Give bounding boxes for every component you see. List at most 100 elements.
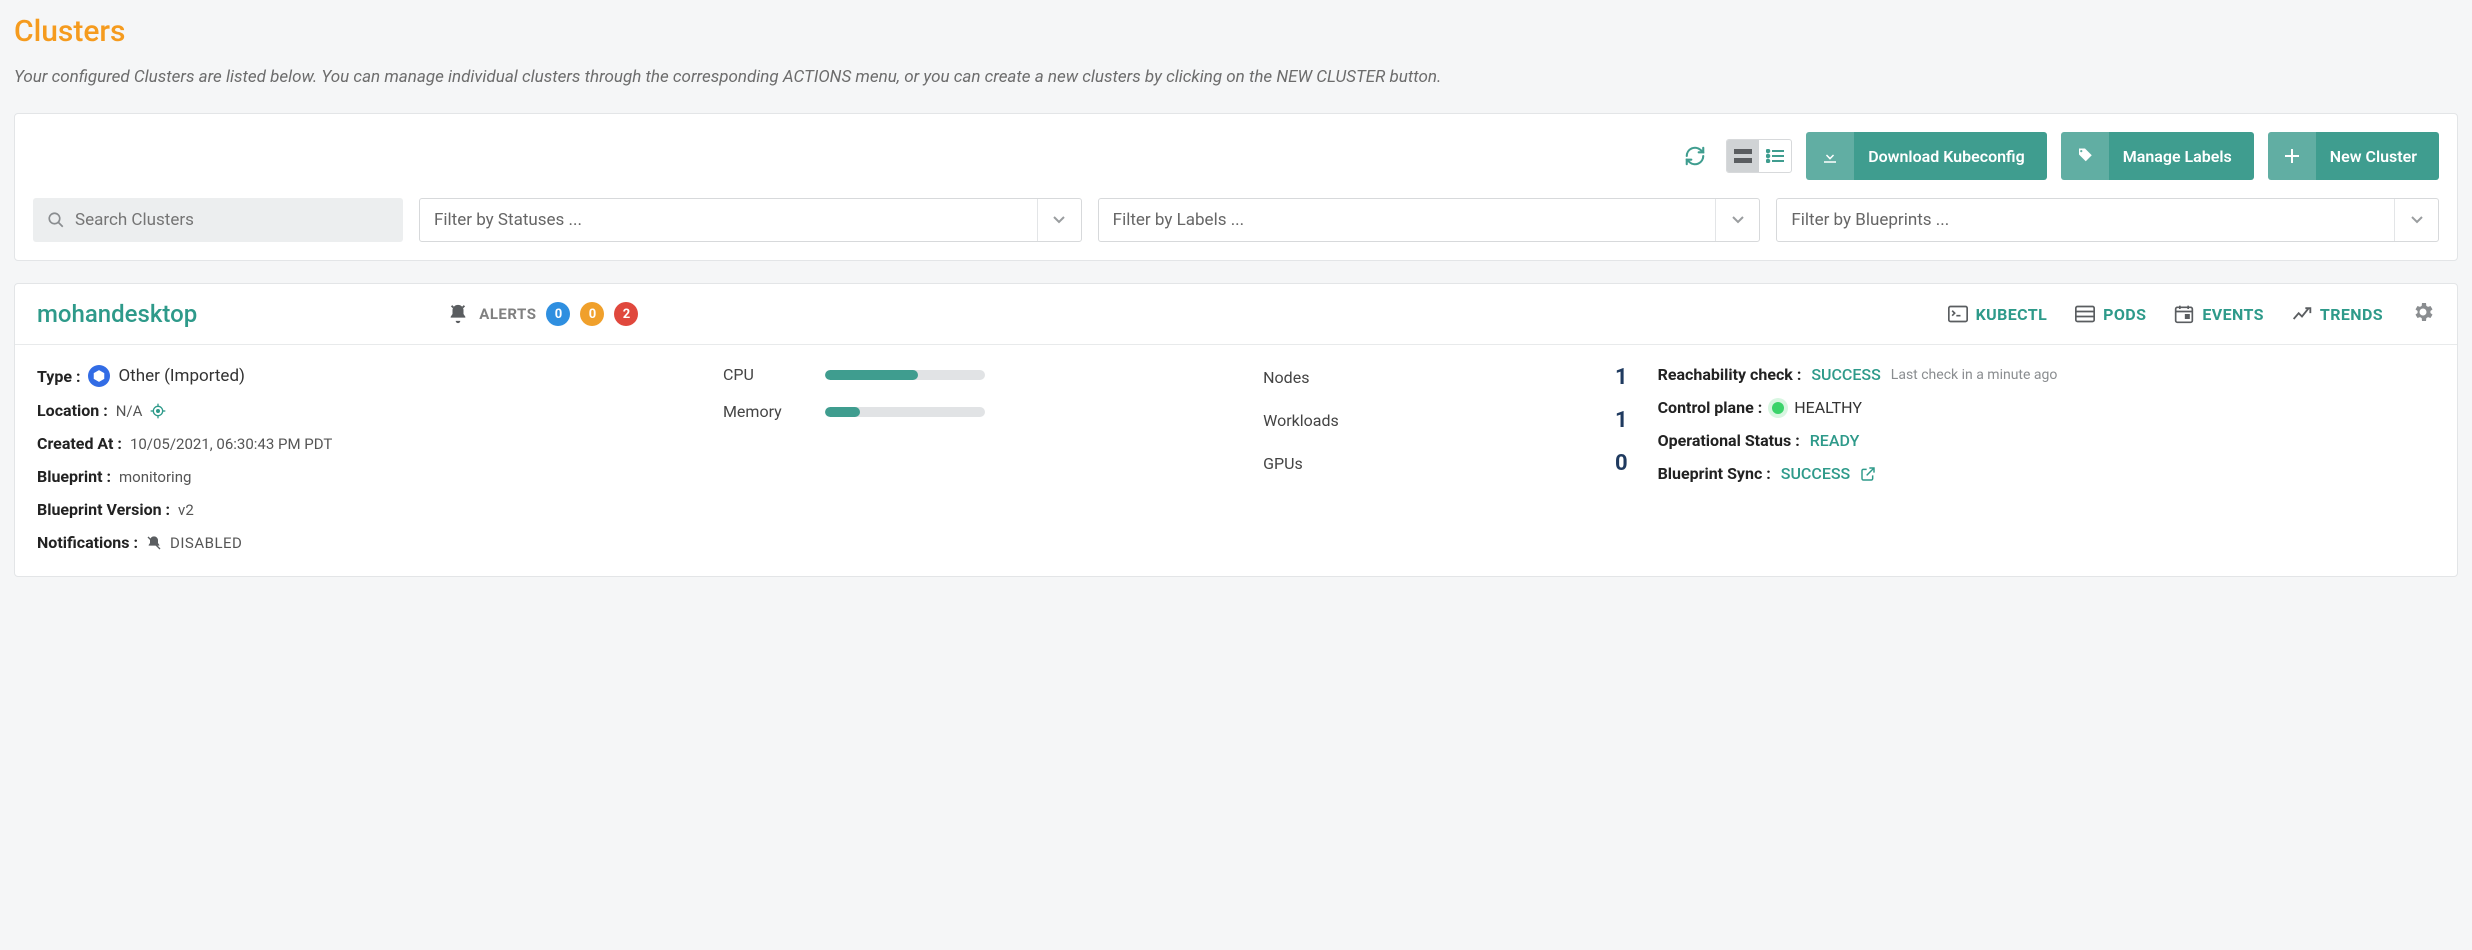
- filter-labels-label: Filter by Labels ...: [1113, 210, 1244, 230]
- kubernetes-icon: [88, 365, 110, 387]
- kubectl-link[interactable]: KUBECTL: [1948, 305, 2048, 324]
- cpu-bar: [825, 370, 985, 380]
- toolbar-filters-row: Filter by Statuses ... Filter by Labels …: [33, 198, 2439, 242]
- filter-status-label: Filter by Statuses ...: [434, 210, 582, 230]
- control-label: Control plane :: [1658, 398, 1763, 417]
- filter-labels[interactable]: Filter by Labels ...: [1098, 198, 1761, 242]
- control-value: HEALTHY: [1794, 398, 1862, 417]
- trends-link[interactable]: TRENDS: [2292, 305, 2383, 324]
- cluster-metrics-column: CPU Memory: [723, 365, 1233, 552]
- download-kubeconfig-label: Download Kubeconfig: [1868, 147, 2025, 166]
- alerts-block: ALERTS 0 0 2: [447, 302, 638, 326]
- created-value: 10/05/2021, 06:30:43 PM PDT: [130, 435, 332, 453]
- location-value: N/A: [116, 402, 143, 420]
- view-toggle: [1726, 139, 1792, 173]
- alerts-warn-badge[interactable]: 0: [580, 302, 604, 326]
- alerts-crit-badge[interactable]: 2: [614, 302, 638, 326]
- alerts-label: ALERTS: [479, 305, 536, 323]
- alerts-info-badge[interactable]: 0: [546, 302, 570, 326]
- chevron-down-icon: [1037, 199, 1081, 241]
- calendar-icon: [2174, 304, 2194, 324]
- gear-icon: [2411, 300, 2435, 324]
- download-icon: [1806, 132, 1854, 180]
- mem-bar-fill: [825, 407, 860, 417]
- page-title: Clusters: [14, 14, 2458, 49]
- cpu-label: CPU: [723, 365, 803, 384]
- bpsync-value: SUCCESS: [1781, 464, 1850, 483]
- reach-hint: Last check in a minute ago: [1891, 367, 2058, 383]
- type-label: Type :: [37, 367, 80, 386]
- download-kubeconfig-button[interactable]: Download Kubeconfig: [1806, 132, 2047, 180]
- health-dot-icon: [1772, 402, 1784, 414]
- reach-label: Reachability check :: [1658, 365, 1802, 384]
- view-cards-icon: [1734, 149, 1752, 163]
- bpver-value: v2: [178, 501, 194, 519]
- blueprint-value: monitoring: [119, 468, 191, 486]
- cluster-card: mohandesktop ALERTS 0 0 2 KUBECTL PODS E…: [14, 283, 2458, 577]
- trends-label: TRENDS: [2320, 305, 2383, 324]
- tag-icon: [2061, 132, 2109, 180]
- trends-icon: [2292, 307, 2312, 321]
- cluster-header: mohandesktop ALERTS 0 0 2 KUBECTL PODS E…: [15, 284, 2457, 345]
- toolbar-panel: Download Kubeconfig Manage Labels New Cl…: [14, 113, 2458, 261]
- op-value: READY: [1810, 431, 1860, 450]
- pods-label: PODS: [2103, 305, 2146, 324]
- bpver-label: Blueprint Version :: [37, 500, 170, 519]
- cluster-meta-column: Type : Other (Imported) Location : N/A C…: [37, 365, 693, 552]
- external-link-icon[interactable]: [1860, 466, 1876, 482]
- refresh-icon: [1684, 145, 1706, 167]
- new-cluster-button[interactable]: New Cluster: [2268, 132, 2439, 180]
- locate-icon[interactable]: [150, 403, 166, 419]
- cpu-bar-fill: [825, 370, 918, 380]
- chevron-down-icon: [2394, 199, 2438, 241]
- events-link[interactable]: EVENTS: [2174, 304, 2264, 324]
- cluster-stats-column: Nodes 1 Workloads 1 GPUs 0: [1263, 365, 1627, 552]
- chevron-down-icon: [1715, 199, 1759, 241]
- cluster-body: Type : Other (Imported) Location : N/A C…: [15, 345, 2457, 576]
- reach-value: SUCCESS: [1811, 365, 1880, 384]
- mem-bar: [825, 407, 985, 417]
- mem-metric: Memory: [723, 402, 1233, 421]
- filter-status[interactable]: Filter by Statuses ...: [419, 198, 1082, 242]
- cpu-metric: CPU: [723, 365, 1233, 384]
- filter-blueprints[interactable]: Filter by Blueprints ...: [1776, 198, 2439, 242]
- terminal-icon: [1948, 305, 1968, 323]
- bell-off-icon: [146, 535, 162, 551]
- toolbar-actions-row: Download Kubeconfig Manage Labels New Cl…: [33, 132, 2439, 180]
- cluster-name-link[interactable]: mohandesktop: [37, 300, 197, 328]
- view-list-button[interactable]: [1759, 140, 1791, 172]
- gpus-value: 0: [1615, 451, 1628, 476]
- kubectl-label: KUBECTL: [1976, 305, 2048, 324]
- location-label: Location :: [37, 401, 108, 420]
- search-clusters[interactable]: [33, 198, 403, 242]
- events-label: EVENTS: [2202, 305, 2264, 324]
- cluster-status-column: Reachability check : SUCCESS Last check …: [1658, 365, 2435, 552]
- refresh-button[interactable]: [1678, 139, 1712, 173]
- pods-link[interactable]: PODS: [2075, 305, 2146, 324]
- pods-icon: [2075, 305, 2095, 323]
- notif-label: Notifications :: [37, 533, 138, 552]
- manage-labels-button[interactable]: Manage Labels: [2061, 132, 2254, 180]
- notif-value: DISABLED: [170, 534, 242, 552]
- filter-blueprints-label: Filter by Blueprints ...: [1791, 210, 1949, 230]
- search-input[interactable]: [75, 210, 389, 230]
- type-value: Other (Imported): [118, 366, 244, 386]
- manage-labels-label: Manage Labels: [2123, 147, 2232, 166]
- bpsync-label: Blueprint Sync :: [1658, 464, 1771, 483]
- created-label: Created At :: [37, 434, 122, 453]
- mem-label: Memory: [723, 402, 803, 421]
- workloads-value: 1: [1615, 408, 1628, 433]
- view-cards-button[interactable]: [1727, 140, 1759, 172]
- gpus-label: GPUs: [1263, 454, 1303, 473]
- cluster-quicklinks: KUBECTL PODS EVENTS TRENDS: [1948, 300, 2435, 328]
- search-icon: [47, 211, 65, 229]
- cluster-settings-button[interactable]: [2411, 300, 2435, 328]
- workloads-label: Workloads: [1263, 411, 1339, 430]
- nodes-value: 1: [1615, 365, 1628, 390]
- view-list-icon: [1766, 149, 1784, 163]
- plus-icon: [2268, 132, 2316, 180]
- op-label: Operational Status :: [1658, 431, 1800, 450]
- page-subtitle: Your configured Clusters are listed belo…: [14, 67, 2458, 87]
- nodes-label: Nodes: [1263, 368, 1309, 387]
- bell-icon: [447, 303, 469, 325]
